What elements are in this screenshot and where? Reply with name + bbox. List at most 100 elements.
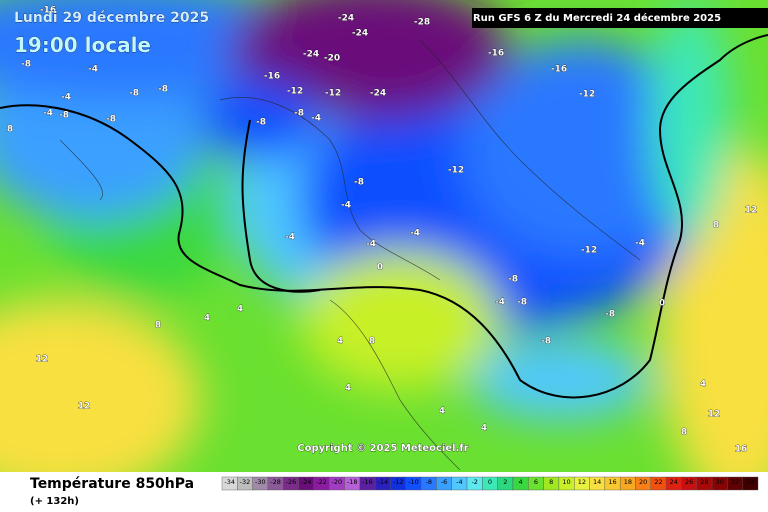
contour-label: -8 — [605, 310, 615, 320]
scale-label: 12 — [578, 478, 586, 486]
scale-label: 24 — [670, 478, 678, 486]
contour-label: 8 — [7, 125, 13, 135]
scale-label: -26 — [286, 478, 297, 486]
scale-label: 22 — [654, 478, 662, 486]
scale-label: -6 — [441, 478, 447, 486]
contour-label: -24 — [370, 89, 386, 99]
contour-label: -28 — [414, 18, 430, 28]
contour-label: 4 — [700, 380, 706, 390]
contour-label: 8 — [369, 337, 375, 347]
contour-label: 12 — [36, 355, 49, 365]
contour-labels: -16 -24 -28 -24 -24 -20 -16 -16 -12 -24 -16 -12 -12 -… — [7, 5, 758, 455]
run-info: Run GFS 6 Z du Mercredi 24 décembre 2025 — [473, 12, 721, 24]
scale-label: 18 — [624, 478, 632, 486]
contour-label: -4 — [61, 93, 71, 103]
contour-label: 12 — [78, 402, 91, 412]
contour-label: 8 — [681, 428, 687, 438]
scale-label: -18 — [347, 478, 358, 486]
contour-label: -4 — [285, 233, 295, 243]
contour-label: 12 — [708, 410, 721, 420]
scale-label: -8 — [426, 478, 432, 486]
contour-label: 4 — [237, 305, 243, 315]
scale-label: 8 — [549, 478, 553, 486]
scale-label: 16 — [608, 478, 616, 486]
contour-label: 8 — [155, 321, 161, 331]
scale-label: 4 — [519, 478, 523, 486]
contour-label: -16 — [488, 49, 504, 59]
scale-label: 6 — [534, 478, 538, 486]
contour-label: -4 — [311, 114, 321, 124]
contour-label: -4 — [43, 109, 53, 119]
contour-label: -4 — [495, 298, 505, 308]
scale-label: -34 — [224, 478, 235, 486]
scale-label: -28 — [270, 478, 281, 486]
contour-label: -8 — [59, 111, 69, 121]
scale-label: -4 — [456, 478, 462, 486]
contour-label: -8 — [517, 298, 527, 308]
contour-label: 4 — [345, 384, 351, 394]
contour-label: -8 — [294, 109, 304, 119]
contour-label: -4 — [341, 201, 351, 211]
contour-label: -8 — [158, 85, 168, 95]
contour-label: -8 — [256, 118, 266, 128]
contour-label: 8 — [713, 221, 719, 231]
scale-label: -24 — [301, 478, 312, 486]
contour-label: -4 — [635, 239, 645, 249]
scale-label: 2 — [503, 478, 507, 486]
copyright: Copyright © 2025 Meteociel.fr — [297, 443, 468, 454]
scale-label: 26 — [685, 478, 693, 486]
run-banner — [472, 8, 768, 28]
scale-swatch — [742, 476, 759, 491]
contour-label: -12 — [448, 166, 464, 176]
forecast-time: 19:00 locale — [14, 33, 151, 57]
scale-label: 14 — [593, 478, 601, 486]
forecast-date: Lundi 29 décembre 2025 — [14, 10, 209, 26]
contour-label: -8 — [106, 115, 116, 125]
scale-label: -30 — [255, 478, 266, 486]
contour-label: -12 — [287, 87, 303, 97]
contour-label: -24 — [338, 14, 354, 24]
scale-label: -22 — [316, 478, 327, 486]
scale-label: -20 — [332, 478, 343, 486]
scale-label: 30 — [716, 478, 724, 486]
contour-label: 4 — [439, 407, 445, 417]
legend-title: Température 850hPa — [30, 476, 194, 492]
scale-label: 20 — [639, 478, 647, 486]
scale-label: 0 — [488, 478, 492, 486]
contour-label: 4 — [337, 337, 343, 347]
scale-label: 32 — [731, 478, 739, 486]
contour-label: -16 — [551, 65, 567, 75]
scale-label: -2 — [471, 478, 477, 486]
scale-label: 34 — [746, 478, 754, 486]
contour-label: -4 — [410, 229, 420, 239]
contour-label: 16 — [735, 445, 748, 455]
contour-label: -8 — [541, 337, 551, 347]
scale-label: -14 — [377, 478, 388, 486]
contour-label: 0 — [377, 263, 383, 273]
scale-label: 28 — [700, 478, 708, 486]
contour-label: -20 — [324, 54, 340, 64]
contour-label: 4 — [204, 314, 210, 324]
contour-label: 4 — [481, 424, 487, 434]
legend-subtitle: (+ 132h) — [30, 496, 79, 507]
contour-label: -8 — [508, 275, 518, 285]
contour-label: -12 — [579, 90, 595, 100]
contour-label: 12 — [745, 206, 758, 216]
contour-label: -4 — [366, 240, 376, 250]
color-scale: -34 -32 -30 -28 -26 -24 -22 -20 -18 -16 -14 -12 -10-… — [221, 476, 759, 491]
contour-label: -12 — [581, 246, 597, 256]
contour-label: -16 — [40, 6, 56, 16]
contour-label: -8 — [129, 89, 139, 99]
contour-label: -4 — [88, 65, 98, 75]
contour-label: -8 — [21, 60, 31, 70]
contour-label: -8 — [354, 178, 364, 188]
scale-label: -16 — [362, 478, 373, 486]
scale-label: -10 — [408, 478, 419, 486]
contour-label: -24 — [303, 50, 319, 60]
contour-label: -12 — [325, 89, 341, 99]
scale-label: 10 — [562, 478, 570, 486]
scale-label: -32 — [240, 478, 251, 486]
contour-label: 0 — [659, 299, 665, 309]
